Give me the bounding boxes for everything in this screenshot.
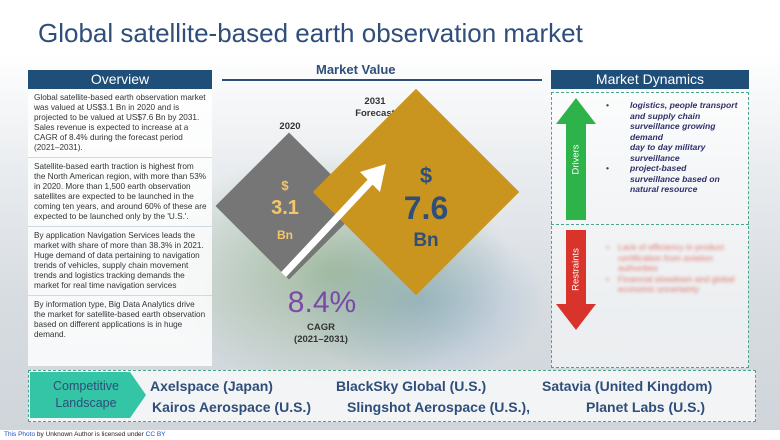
competitive-landscape-bar [28,370,756,422]
competitive-label-line2: Landscape [55,396,117,410]
market-value-underline [222,79,542,81]
license-link[interactable]: CC BY [145,431,166,438]
company-name: Planet Labs (U.S.) [586,399,706,415]
value-2020-currency: $ [281,178,289,193]
restraint-item: Lack of efficiency in product certificat… [606,242,738,274]
photo-credit-text: by Unknown Author is licensed under [35,431,146,438]
slide: Global satellite-based earth observation… [0,0,780,430]
value-2020-amount: 3.1 [271,197,299,219]
overview-paragraph: Global satellite-based earth observation… [28,89,212,158]
cagr-value: 8.4% [287,286,357,319]
competitive-label: Competitive Landscape [36,378,136,412]
competitive-chevron-icon [30,372,146,418]
value-2020-unit: Bn [277,228,293,242]
drivers-list: logistics, people transport and supply c… [606,100,738,195]
company-name: Satavia (United Kingdom) [542,378,713,394]
value-2031-unit: Bn [413,230,439,251]
year-2031-label: 2031 Forecast [350,96,400,120]
company-name: Kairos Aerospace (U.S.) [152,399,311,415]
page-title: Global satellite-based earth observation… [38,18,583,48]
dynamics-divider [551,224,749,225]
photo-credit: This Photo by Unknown Author is licensed… [4,431,166,438]
drivers-label: Drivers [570,144,582,175]
cagr-label-block: CAGR (2021–2031) [276,322,366,346]
restraints-list: Lack of efficiency in product certificat… [606,242,738,295]
restraint-item: Financial slowdown and global economic u… [606,274,738,295]
cagr-label: CAGR [307,322,335,333]
overview-paragraph: By information type, Big Data Analytics … [34,300,206,339]
overview-paragraph: Satellite-based earth traction is highes… [28,158,212,227]
year-2031-text: 2031 [364,96,386,107]
restraints-label: Restraints [570,248,582,291]
drivers-up-arrow-icon [556,98,596,220]
market-dynamics-heading: Market Dynamics [551,70,749,89]
driver-item: project-based surveillance based on natu… [606,163,738,195]
overview-heading: Overview [28,70,212,89]
overview-paragraph: By application Navigation Services leads… [28,227,212,296]
driver-item: logistics, people transport and supply c… [606,100,738,142]
value-2031-currency: $ [419,163,433,188]
value-2031-amount: 7.6 [403,190,449,226]
year-2020-label: 2020 [279,121,301,132]
overview-panel: Overview Global satellite-based earth ob… [28,70,212,366]
company-name: BlackSky Global (U.S.) [336,378,487,394]
competitive-label-line1: Competitive [53,379,119,393]
company-name: Axelspace (Japan) [150,378,273,394]
photo-link[interactable]: This Photo [4,431,36,438]
driver-item: day to day military surveillance [630,142,706,163]
market-value-heading: Market Value [316,62,396,77]
cagr-period: (2021–2031) [294,334,348,345]
company-name: Slingshot Aerospace (U.S.), [347,399,531,415]
restraints-down-arrow-icon [556,230,596,330]
growth-arrow-icon [281,164,386,277]
forecast-text: Forecast [355,108,395,119]
